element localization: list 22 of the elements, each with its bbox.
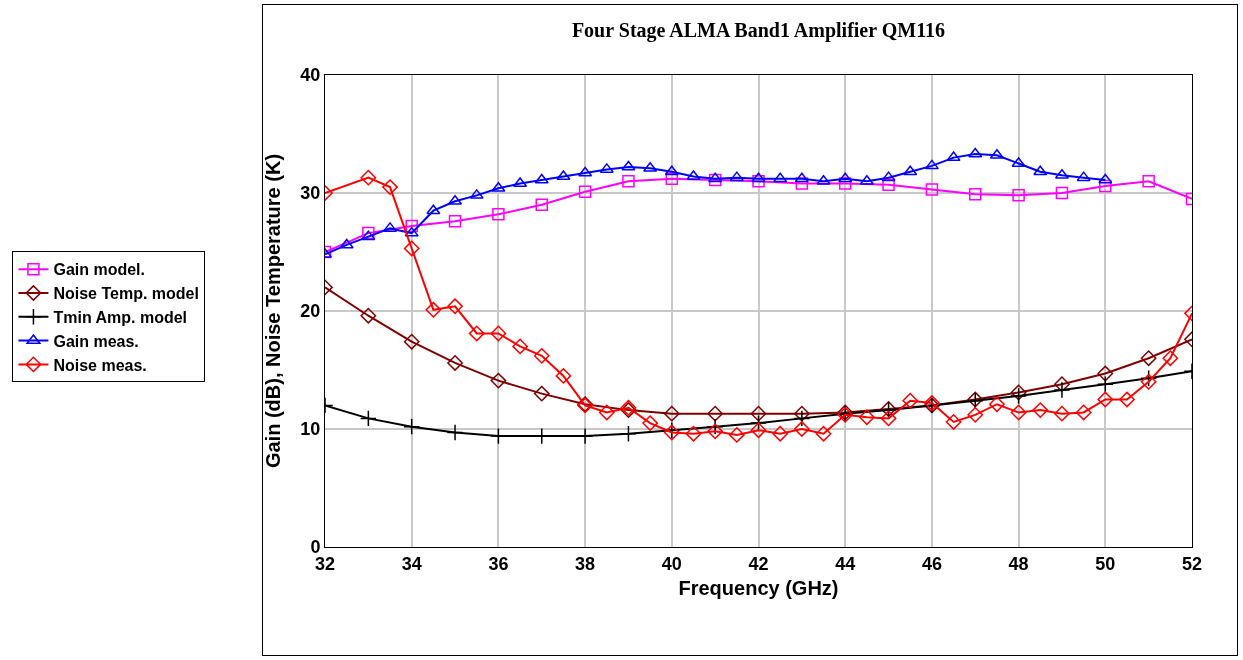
x-tick-label: 34 <box>401 553 422 574</box>
x-tick-label: 38 <box>575 553 596 574</box>
x-tick-label: 48 <box>1008 553 1029 574</box>
x-tick-label: 42 <box>748 553 769 574</box>
legend-label: Tmin Amp. model <box>53 309 188 327</box>
x-tick-label: 44 <box>835 553 856 574</box>
legend-label: Gain model. <box>53 261 146 279</box>
y-tick-label: 30 <box>300 183 321 204</box>
y-tick-label: 40 <box>300 65 321 86</box>
legend-label: Noise Temp. model <box>53 285 199 303</box>
y-tick-label: 10 <box>300 419 321 440</box>
x-tick-label: 36 <box>488 553 509 574</box>
chart-title: Four Stage ALMA Band1 Amplifier QM116 <box>571 18 946 42</box>
legend-label: Noise meas. <box>53 356 147 374</box>
legend-label: Gain meas. <box>53 332 139 350</box>
x-tick-label: 50 <box>1095 553 1116 574</box>
x-tick-label: 46 <box>921 553 942 574</box>
y-axis-title: Gain (dB), Noise Temperature (K) <box>261 153 284 469</box>
x-axis-title: Frequency (GHz) <box>678 577 839 600</box>
y-tick-label: 20 <box>300 301 321 322</box>
x-tick-label: 40 <box>661 553 682 574</box>
x-tick-label: 52 <box>1181 553 1203 574</box>
